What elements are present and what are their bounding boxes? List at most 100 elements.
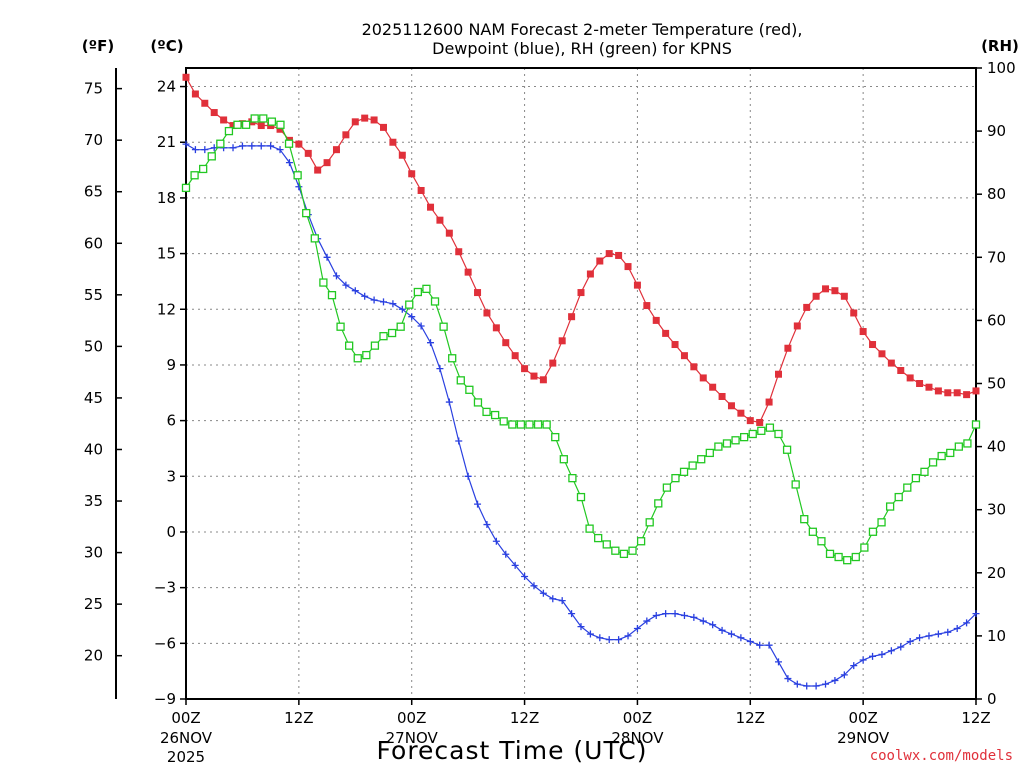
dewpoint-point bbox=[483, 521, 491, 529]
rh-point bbox=[413, 287, 422, 297]
dewpoint-point bbox=[972, 610, 980, 618]
2-meter-temperature-point bbox=[445, 229, 453, 237]
rh-point bbox=[190, 171, 199, 180]
dewpoint-point bbox=[445, 398, 453, 406]
x-axis-title: Forecast Time (UTC) bbox=[377, 736, 648, 765]
rh-point bbox=[319, 278, 328, 287]
rh-point bbox=[233, 120, 242, 129]
dewpoint-point bbox=[709, 621, 717, 629]
x-tick-time-label: 00Z bbox=[171, 709, 200, 727]
2-meter-temperature-point bbox=[295, 140, 303, 148]
celsius-tick-label: 15 bbox=[157, 245, 176, 263]
rh-point bbox=[946, 448, 955, 458]
rh-point bbox=[516, 420, 526, 429]
rh-point bbox=[181, 183, 191, 193]
rh-point bbox=[276, 120, 285, 129]
rh-tick-label: 70 bbox=[987, 248, 1006, 266]
2-meter-temperature-point bbox=[586, 270, 594, 278]
rh-point bbox=[774, 429, 783, 439]
dewpoint-point bbox=[558, 597, 566, 605]
2-meter-temperature-point bbox=[690, 363, 698, 371]
2-meter-temperature-point bbox=[963, 391, 971, 399]
rh-point bbox=[971, 420, 981, 429]
rh-point bbox=[748, 429, 757, 439]
rh-point bbox=[963, 439, 972, 448]
dewpoint-point bbox=[699, 617, 707, 625]
dewpoint-point bbox=[803, 682, 811, 690]
2-meter-temperature-point bbox=[323, 159, 331, 167]
rh-point bbox=[327, 291, 337, 300]
dewpoint-point bbox=[530, 582, 538, 590]
dewpoint-point bbox=[746, 637, 754, 645]
rh-point bbox=[628, 546, 637, 555]
2-meter-temperature-point bbox=[201, 99, 209, 107]
2-meter-temperature-point bbox=[633, 281, 641, 289]
rh-point bbox=[834, 552, 843, 562]
dewpoint-point bbox=[267, 142, 275, 150]
rh-tick-label: 40 bbox=[987, 438, 1006, 456]
2-meter-temperature-point bbox=[474, 289, 482, 297]
dewpoint-point bbox=[869, 652, 877, 660]
dewpoint-point bbox=[370, 296, 378, 304]
2-meter-temperature-point bbox=[596, 257, 604, 265]
rh-point bbox=[465, 385, 474, 394]
2-meter-temperature-point bbox=[887, 359, 895, 367]
rh-point bbox=[894, 492, 903, 502]
gridlines bbox=[186, 68, 976, 699]
dewpoint-point bbox=[201, 146, 209, 154]
rh-point bbox=[379, 332, 388, 341]
2-meter-temperature-point bbox=[351, 118, 359, 126]
dewpoint-point bbox=[398, 305, 406, 313]
rh-point bbox=[310, 234, 319, 243]
2-meter-temperature-point bbox=[483, 309, 491, 317]
rh-tick-label: 50 bbox=[987, 375, 1006, 393]
2-meter-temperature-point bbox=[220, 116, 228, 124]
rh-point bbox=[868, 527, 878, 536]
2-meter-temperature-line bbox=[185, 77, 977, 424]
rh-point bbox=[645, 518, 654, 527]
dewpoint-line bbox=[185, 143, 977, 687]
2-meter-temperature-point bbox=[953, 389, 961, 397]
dewpoint-point bbox=[332, 272, 340, 280]
celsius-tick-label: 0 bbox=[166, 523, 176, 541]
rh-tick-label: 10 bbox=[987, 627, 1006, 645]
2-meter-temperature-point bbox=[897, 367, 905, 375]
2-meter-temperature-point bbox=[624, 263, 632, 271]
dewpoint-point bbox=[455, 437, 463, 445]
2-meter-temperature-point bbox=[332, 146, 340, 154]
rh-point bbox=[216, 139, 225, 148]
rh-point bbox=[662, 483, 672, 492]
rh-point bbox=[757, 426, 766, 435]
rh-point bbox=[267, 117, 277, 126]
2-meter-temperature-point bbox=[822, 285, 830, 293]
2-meter-temperature-point bbox=[276, 125, 284, 133]
rh-point bbox=[224, 126, 234, 136]
2-meter-temperature-point bbox=[304, 149, 312, 157]
dewpoint-point bbox=[756, 641, 764, 649]
rh-point bbox=[800, 515, 809, 524]
celsius-tick-label: 24 bbox=[157, 78, 176, 96]
dewpoint-point bbox=[191, 146, 199, 154]
fahrenheit-tick-label: 55 bbox=[84, 286, 103, 304]
2-meter-temperature-point bbox=[859, 328, 867, 336]
dewpoint-point bbox=[633, 624, 641, 632]
rh-point bbox=[817, 537, 826, 546]
rh-point bbox=[594, 533, 603, 543]
rh-point bbox=[559, 455, 568, 464]
dewpoint-point bbox=[878, 650, 886, 658]
rh-point bbox=[740, 432, 749, 442]
dewpoint-point bbox=[916, 634, 924, 642]
rh-point bbox=[937, 451, 946, 461]
2-meter-temperature-point bbox=[850, 309, 858, 317]
x-tick-date-label: 26NOV bbox=[160, 729, 213, 747]
2-meter-temperature-point bbox=[549, 359, 557, 367]
dewpoint-point bbox=[784, 675, 792, 683]
2-meter-temperature-point bbox=[671, 341, 679, 349]
rh-tick-label: 20 bbox=[987, 564, 1006, 582]
dewpoint-point bbox=[568, 610, 576, 618]
dewpoint-point bbox=[765, 641, 773, 649]
dewpoint-point bbox=[690, 613, 698, 621]
rh-point bbox=[688, 461, 697, 470]
rh-point bbox=[920, 467, 929, 476]
fahrenheit-tick-label: 40 bbox=[84, 440, 103, 458]
